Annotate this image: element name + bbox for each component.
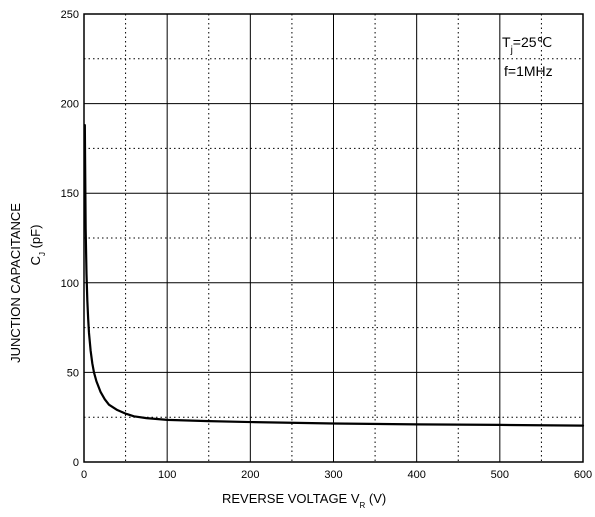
x-tick-label: 300: [324, 469, 342, 481]
x-axis-title: REVERSE VOLTAGE VR (V): [222, 491, 386, 510]
y-tick-label: 200: [61, 99, 79, 111]
y-tick-labels: 0 50 100 150 200 250: [61, 9, 79, 469]
plot-frame: [83, 13, 584, 463]
x-tick-label: 200: [241, 469, 259, 481]
x-tick-label: 0: [81, 469, 87, 481]
temperature-annotation: Tj=25℃: [502, 34, 552, 56]
capacitance-curve: [83, 124, 585, 427]
series-layer: [83, 124, 585, 427]
y-tick-label: 150: [61, 188, 79, 200]
y-tick-label: 250: [61, 9, 79, 21]
major-grid: [84, 14, 583, 462]
frequency-annotation: f=1MHz: [504, 63, 553, 79]
y-axis-title-line2: CJ (pF): [28, 225, 47, 266]
y-tick-label: 100: [61, 278, 79, 290]
x-tick-label: 100: [158, 469, 176, 481]
y-tick-label: 50: [67, 367, 79, 379]
y-tick-label: 0: [73, 457, 79, 469]
x-tick-label: 600: [574, 469, 592, 481]
y-axis-title-line1: JUNCTION CAPACITANCE: [8, 203, 23, 363]
x-tick-label: 500: [491, 469, 509, 481]
x-tick-labels: 0 100 200 300 400 500 600: [81, 469, 592, 481]
x-tick-label: 400: [407, 469, 425, 481]
